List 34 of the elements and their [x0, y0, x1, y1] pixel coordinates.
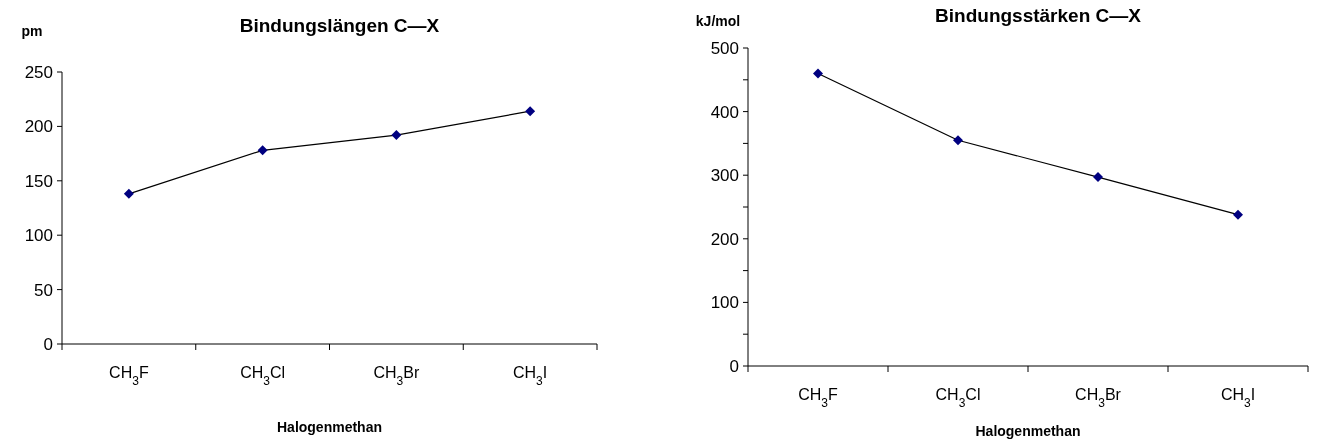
- y-tick-label: 50: [34, 280, 53, 300]
- y-axis-title: pm: [21, 23, 43, 39]
- x-tick-label: CH$_{3}$I: [1220, 386, 1256, 410]
- x-tick-label: CH$_{3}$Cl: [935, 386, 981, 410]
- y-tick-label: 200: [710, 229, 739, 249]
- y-tick-label: 500: [710, 38, 739, 58]
- point: [1093, 172, 1103, 183]
- point: [1233, 209, 1243, 220]
- point: [391, 130, 402, 141]
- y-tick-label: 400: [710, 102, 739, 122]
- point: [525, 106, 536, 117]
- chart-title: Bindungslängen C—X: [239, 15, 440, 36]
- y-tick-label: 0: [729, 356, 739, 376]
- x-tick-label: CH$_{3}$Br: [1075, 386, 1122, 410]
- y-axis-title: kJ/mol: [695, 13, 741, 29]
- y-tick-label: 250: [24, 62, 53, 82]
- x-axis-title: Halogenmethan: [276, 419, 383, 435]
- y-tick-label: 100: [710, 293, 739, 313]
- x-tick-label: CH$_{3}$F: [798, 386, 839, 410]
- y-tick-label: 150: [24, 171, 53, 191]
- y-tick-label: 100: [24, 226, 53, 246]
- x-tick-label: CH$_{3}$Cl: [240, 364, 286, 388]
- point: [123, 188, 134, 199]
- y-tick-label: 200: [24, 117, 53, 137]
- chart-title: Bindungsstärken C—X: [935, 5, 1142, 26]
- y-tick-label: 0: [43, 334, 53, 354]
- y-tick-label: 300: [710, 166, 739, 186]
- point: [953, 135, 963, 146]
- x-axis-title: Halogenmethan: [975, 423, 1081, 439]
- x-tick-label: CH$_{3}$F: [109, 364, 149, 388]
- x-tick-label: CH$_{3}$Br: [373, 364, 420, 388]
- x-tick-label: CH$_{3}$I: [513, 364, 548, 388]
- point: [257, 145, 268, 156]
- point: [813, 68, 823, 79]
